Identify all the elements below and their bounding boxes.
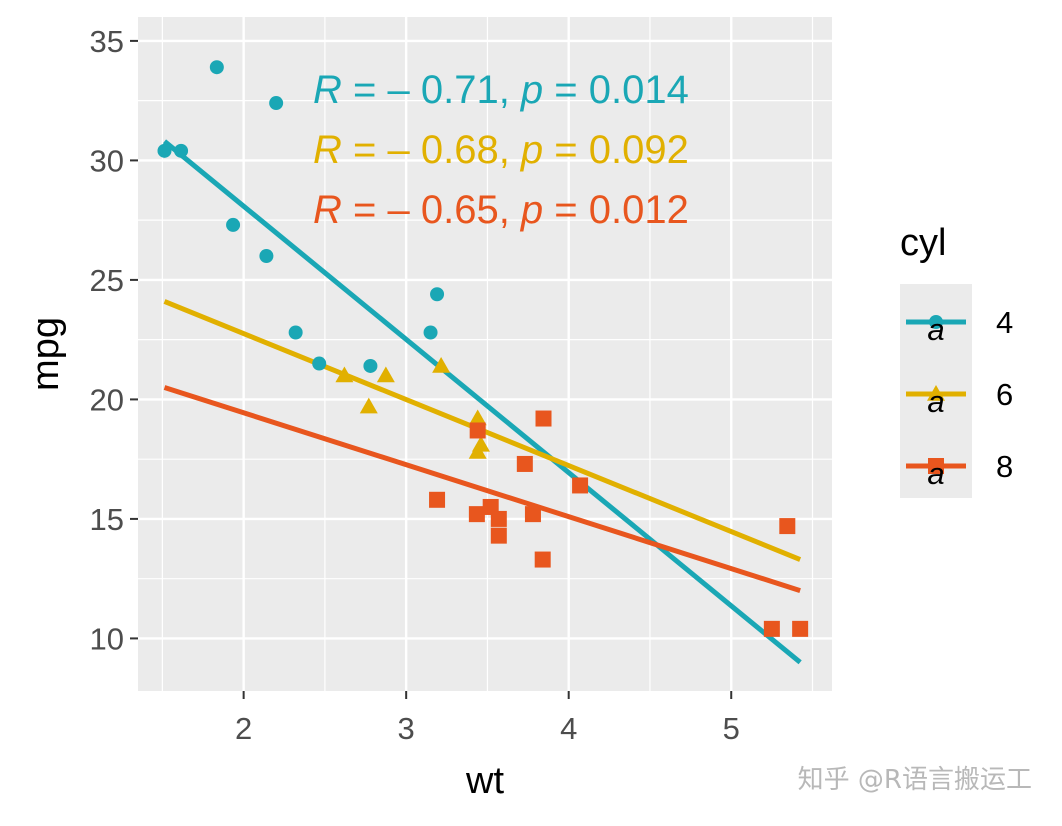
stat-label-cyl-6: R = – 0.68, p = 0.092 <box>313 128 689 172</box>
point-cyl-4 <box>226 217 241 232</box>
y-tick-label: 15 <box>90 502 124 537</box>
point-cyl-6 <box>468 442 487 459</box>
point-cyl-8 <box>763 620 780 637</box>
legend: cyl a 4a 6a 8 <box>900 222 1013 498</box>
x-tick-label: 2 <box>235 711 252 746</box>
point-cyl-8 <box>490 527 507 544</box>
legend-label-cyl-6: 6 <box>996 377 1013 412</box>
point-cyl-8 <box>792 620 809 637</box>
point-cyl-6 <box>359 397 378 414</box>
point-cyl-6 <box>432 356 451 373</box>
y-tick-label: 30 <box>90 143 124 178</box>
grid-minor <box>138 17 832 691</box>
fit-line-cyl-8 <box>163 385 801 593</box>
point-cyl-6 <box>335 366 354 383</box>
legend-text-glyph: a <box>927 312 944 347</box>
legend-text-glyph: a <box>927 384 944 419</box>
point-cyl-8 <box>572 477 589 494</box>
y-axis: 10 15 20 25 30 35 <box>90 24 138 656</box>
point-cyl-6 <box>468 409 487 426</box>
point-cyl-8 <box>490 510 507 527</box>
y-tick-label: 20 <box>90 382 124 417</box>
point-cyl-4 <box>209 60 224 75</box>
point-cyl-4 <box>363 358 378 373</box>
legend-label-cyl-4: 4 <box>996 305 1013 340</box>
stat-r-symbol: R <box>313 128 342 172</box>
point-cyl-6 <box>376 366 395 383</box>
stat-p-symbol: p <box>520 188 543 232</box>
legend-marker-icon <box>927 385 945 401</box>
point-cyl-8 <box>468 506 485 523</box>
plot-panel <box>138 17 832 691</box>
stat-r-value: = – 0.71, <box>342 68 521 112</box>
point-cyl-8 <box>524 506 541 523</box>
stat-p-value: = 0.014 <box>543 68 689 112</box>
stat-r-symbol: R <box>313 68 342 112</box>
point-cyl-8 <box>534 551 551 568</box>
stat-label-cyl-4: R = – 0.71, p = 0.014 <box>313 68 689 112</box>
fit-line-cyl-4 <box>162 139 802 665</box>
x-tick-label: 4 <box>560 711 577 746</box>
point-cyl-4 <box>430 287 445 302</box>
point-cyl-4 <box>174 143 189 158</box>
x-axis: 2 3 4 5 <box>235 691 740 746</box>
point-cyl-4 <box>312 356 327 371</box>
data-points <box>157 60 809 637</box>
point-cyl-4 <box>423 325 438 340</box>
x-tick-label: 3 <box>398 711 415 746</box>
stat-label-cyl-8: R = – 0.65, p = 0.012 <box>313 188 689 232</box>
stat-p-symbol: p <box>520 128 543 172</box>
grid-major <box>138 17 832 691</box>
legend-label-cyl-8: 8 <box>996 449 1013 484</box>
point-cyl-8 <box>535 410 552 427</box>
legend-title: cyl <box>900 222 946 264</box>
x-axis-title: wt <box>465 760 504 802</box>
stat-p-value: = 0.092 <box>543 128 689 172</box>
point-cyl-4 <box>157 143 172 158</box>
y-tick-label: 25 <box>90 263 124 298</box>
point-cyl-4 <box>259 249 274 264</box>
y-tick-label: 35 <box>90 24 124 59</box>
watermark: 知乎 @R语言搬运工 <box>798 765 1032 795</box>
point-cyl-8 <box>516 455 533 472</box>
stat-r-value: = – 0.68, <box>342 128 521 172</box>
point-cyl-4 <box>288 325 303 340</box>
stat-p-value: = 0.012 <box>543 188 689 232</box>
point-cyl-8 <box>429 491 446 508</box>
legend-text-glyph: a <box>927 456 944 491</box>
y-tick-label: 10 <box>90 621 124 656</box>
legend-marker-icon <box>928 458 944 474</box>
point-cyl-8 <box>469 422 486 439</box>
y-axis-title: mpg <box>25 317 67 391</box>
point-cyl-4 <box>269 96 284 111</box>
x-tick-label: 5 <box>723 711 740 746</box>
legend-marker-icon <box>929 315 943 329</box>
stat-r-value: = – 0.65, <box>342 188 521 232</box>
stat-p-symbol: p <box>520 68 543 112</box>
point-cyl-8 <box>779 518 796 535</box>
stat-r-symbol: R <box>313 188 342 232</box>
